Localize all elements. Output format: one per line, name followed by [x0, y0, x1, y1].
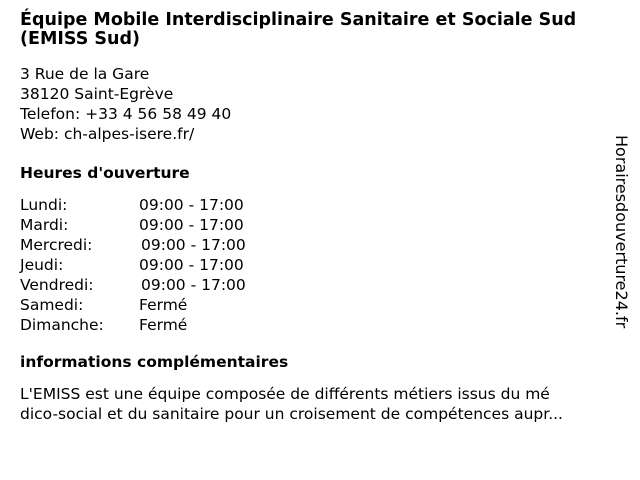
- city: 38120 Saint-Egrève: [20, 85, 174, 103]
- hours-row: Mardi: 09:00 - 17:00: [20, 215, 246, 235]
- day-label: Vendredi:: [20, 276, 94, 294]
- info-description: L'EMISS est une équipe composée de diffé…: [20, 384, 635, 424]
- time-value: Fermé: [139, 316, 188, 334]
- hours-row: Lundi: 09:00 - 17:00: [20, 195, 246, 215]
- hours-row: Jeudi: 09:00 - 17:00: [20, 255, 246, 275]
- day-label: Lundi:: [20, 196, 68, 214]
- time-value: 09:00 - 17:00: [139, 216, 244, 234]
- day-label: Mercredi:: [20, 236, 93, 254]
- phone: Telefon: +33 4 56 58 49 40: [20, 105, 232, 123]
- website: Web: ch-alpes-isere.fr/: [20, 125, 195, 143]
- time-value: 09:00 - 17:00: [141, 276, 246, 294]
- hours-row: Vendredi: 09:00 - 17:00: [20, 275, 246, 295]
- hours-heading: Heures d'ouverture: [20, 164, 190, 182]
- hours-table: Lundi: 09:00 - 17:00 Mardi: 09:00 - 17:00 …: [20, 195, 246, 335]
- day-label: Jeudi:: [20, 256, 64, 274]
- side-brand-link[interactable]: Horairesdouverture24.fr: [612, 135, 631, 329]
- page-title: Équipe Mobile Interdisciplinaire Sanitai…: [20, 10, 577, 49]
- time-value: 09:00 - 17:00: [139, 196, 244, 214]
- hours-row: Mercredi: 09:00 - 17:00: [20, 235, 246, 255]
- info-line: dico-social et du sanitaire pour un croi…: [20, 405, 563, 423]
- day-label: Dimanche:: [20, 316, 104, 334]
- info-line: L'EMISS est une équipe composée de diffé…: [20, 385, 550, 403]
- time-value: 09:00 - 17:00: [139, 256, 244, 274]
- address-block: 3 Rue de la Gare 38120 Saint-Egrève Tele…: [20, 64, 231, 144]
- hours-row: Samedi: Fermé: [20, 295, 246, 315]
- day-label: Samedi:: [20, 296, 84, 314]
- street: 3 Rue de la Gare: [20, 65, 150, 83]
- day-label: Mardi:: [20, 216, 69, 234]
- hours-row: Dimanche: Fermé: [20, 315, 246, 335]
- info-heading: informations complémentaires: [20, 353, 289, 371]
- time-value: 09:00 - 17:00: [141, 236, 246, 254]
- time-value: Fermé: [139, 296, 188, 314]
